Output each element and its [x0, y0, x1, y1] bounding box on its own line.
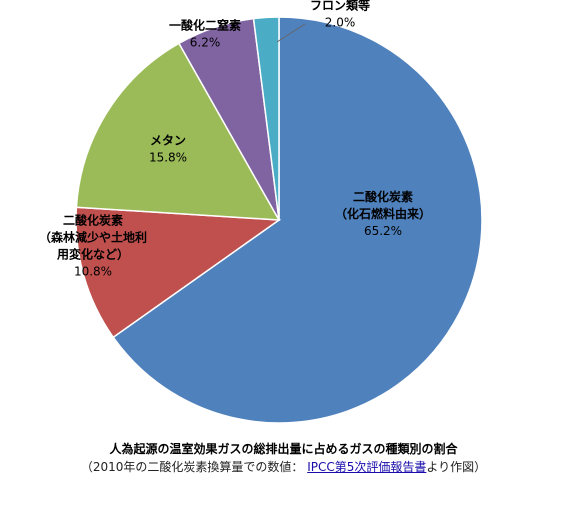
- pie-slice-1: [75, 206, 282, 339]
- slice-value-3: 6.2%: [190, 36, 221, 50]
- slice-name-0-0: 二酸化炭素: [353, 189, 413, 204]
- slice-name-3-0: 一酸化二窒素: [169, 18, 241, 33]
- slice-name-4-0: フロン類等: [310, 0, 370, 13]
- slice-value-1: 10.8%: [74, 265, 112, 279]
- slice-value-4: 2.0%: [325, 16, 356, 30]
- slice-value-2: 15.8%: [149, 151, 187, 165]
- pie-chart: 二酸化炭素 （化石燃料由来） 65.2% 二酸化炭素 （森林減少や土地利用変化など） 10…: [39, 0, 483, 424]
- slice-name-2-0: メタン: [150, 134, 186, 148]
- slice-name-1-1: （森林減少や土地利: [39, 230, 147, 245]
- slice-name-1-0: 二酸化炭素: [63, 213, 123, 228]
- leader-line-4: [276, 23, 306, 43]
- pie-slice-2: [75, 42, 281, 221]
- source-suffix: より作図）: [426, 460, 487, 474]
- source-prefix: （2010年の二酸化炭素換算量での数値：: [80, 460, 304, 474]
- slice-label-4: フロン類等 2.0%: [310, 0, 370, 30]
- pie-slice-4: [252, 16, 280, 221]
- source-link[interactable]: IPCC第5次評価報告書: [307, 460, 427, 474]
- source-note: （2010年の二酸化炭素換算量での数値： IPCC第5次評価報告書より作図）: [0, 458, 567, 476]
- slice-name-0-1: （化石燃料由来）: [335, 206, 431, 221]
- slice-label-2: メタン 15.8%: [149, 134, 187, 165]
- slice-label-0: 二酸化炭素 （化石燃料由来） 65.2%: [335, 189, 431, 238]
- chart-title: 人為起源の温室効果ガスの総排出量に占めるガスの種類別の割合: [109, 442, 458, 456]
- slice-label-1: 二酸化炭素 （森林減少や土地利用変化など） 10.8%: [39, 213, 147, 279]
- chart-caption: 人為起源の温室効果ガスの総排出量に占めるガスの種類別の割合 （2010年の二酸化…: [0, 440, 567, 476]
- pie-slice-0: [112, 16, 483, 424]
- slice-value-0: 65.2%: [364, 224, 402, 238]
- slice-label-3: 一酸化二窒素 6.2%: [169, 18, 241, 50]
- slice-name-1-2: 用変化など）: [56, 247, 129, 262]
